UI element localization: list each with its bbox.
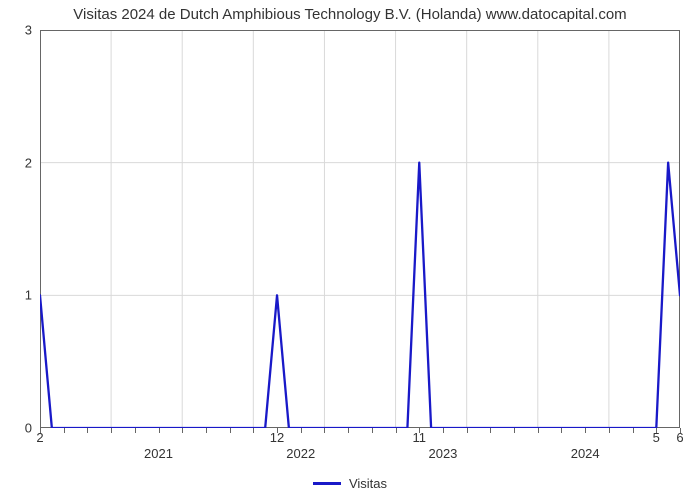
x-minor-tick [182, 428, 183, 433]
legend-label: Visitas [349, 476, 387, 491]
x-year-label: 2023 [428, 428, 457, 461]
chart-legend: Visitas [0, 476, 700, 491]
x-value-label: 2 [36, 428, 43, 445]
x-value-label: 6 [676, 428, 683, 445]
x-minor-tick [87, 428, 88, 433]
chart-plot-area: 012321211562021202220232024 [40, 30, 680, 428]
x-minor-tick [253, 428, 254, 433]
x-value-label: 11 [413, 428, 427, 445]
legend-swatch [313, 482, 341, 485]
x-minor-tick [538, 428, 539, 433]
y-tick-label: 2 [25, 155, 40, 170]
x-value-label: 12 [270, 428, 284, 445]
x-minor-tick [206, 428, 207, 433]
x-minor-tick [135, 428, 136, 433]
x-minor-tick [561, 428, 562, 433]
x-minor-tick [372, 428, 373, 433]
x-minor-tick [514, 428, 515, 433]
x-minor-tick [324, 428, 325, 433]
x-year-label: 2022 [286, 428, 315, 461]
x-year-label: 2024 [571, 428, 600, 461]
x-minor-tick [111, 428, 112, 433]
x-minor-tick [467, 428, 468, 433]
x-minor-tick [609, 428, 610, 433]
x-year-label: 2021 [144, 428, 173, 461]
y-tick-label: 3 [25, 23, 40, 38]
chart-svg [40, 30, 680, 428]
x-minor-tick [490, 428, 491, 433]
x-value-label: 5 [653, 428, 660, 445]
x-minor-tick [64, 428, 65, 433]
y-tick-label: 1 [25, 288, 40, 303]
x-minor-tick [348, 428, 349, 433]
x-minor-tick [396, 428, 397, 433]
chart-title: Visitas 2024 de Dutch Amphibious Technol… [0, 6, 700, 23]
x-minor-tick [633, 428, 634, 433]
x-minor-tick [230, 428, 231, 433]
